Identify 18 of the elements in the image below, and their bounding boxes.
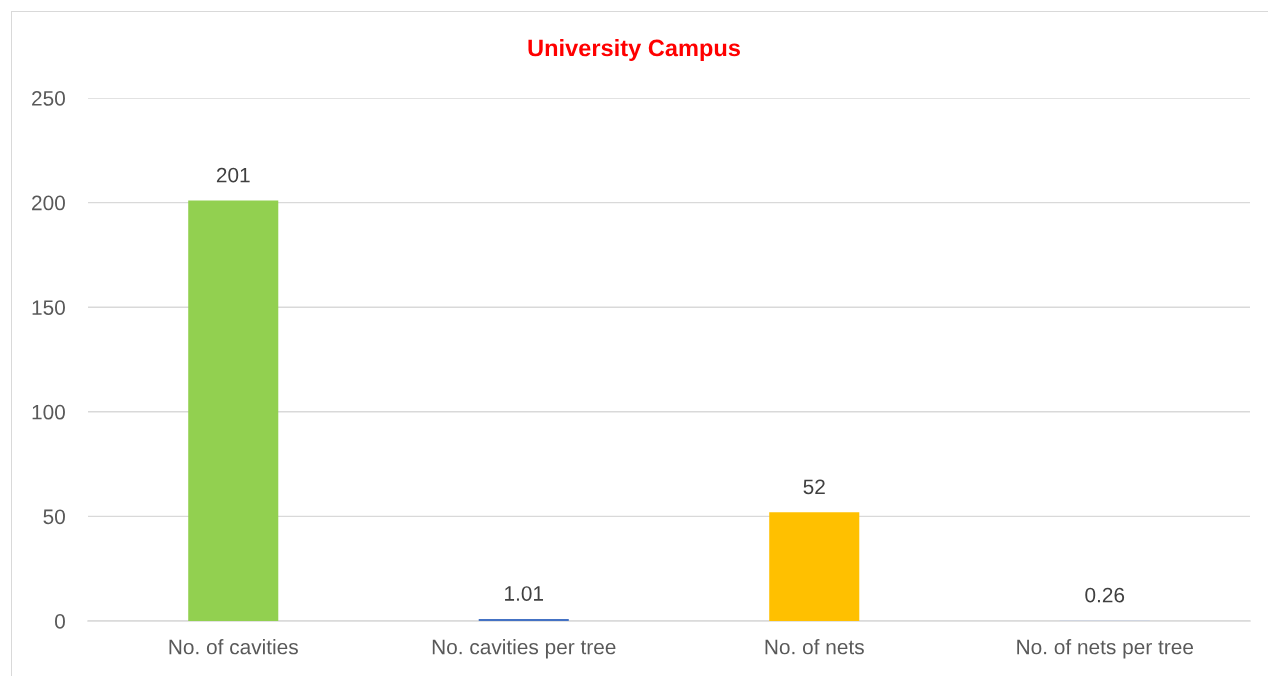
y-tick-label: 50 bbox=[43, 509, 65, 525]
x-tick-label: No. of cavities bbox=[169, 639, 298, 655]
x-tick-label: No. of nets per tree bbox=[1017, 639, 1193, 659]
y-tick-label: 150 bbox=[32, 300, 65, 315]
data-label: 1.01 bbox=[505, 586, 544, 601]
y-tick-label: 100 bbox=[32, 404, 65, 420]
chart-title: University Campus bbox=[528, 39, 740, 62]
x-tick-label: No. cavities per tree bbox=[432, 639, 616, 659]
data-label: 201 bbox=[216, 167, 250, 183]
x-tick-label: No. of nets bbox=[765, 639, 864, 655]
y-tick-label: 0 bbox=[55, 614, 65, 629]
bar bbox=[769, 512, 860, 621]
bar bbox=[188, 200, 279, 621]
y-tick-label: 200 bbox=[32, 195, 65, 211]
data-label: 0.26 bbox=[1085, 587, 1125, 603]
bar bbox=[478, 618, 569, 621]
y-tick-label: 250 bbox=[32, 91, 65, 106]
data-label: 52 bbox=[803, 479, 825, 495]
